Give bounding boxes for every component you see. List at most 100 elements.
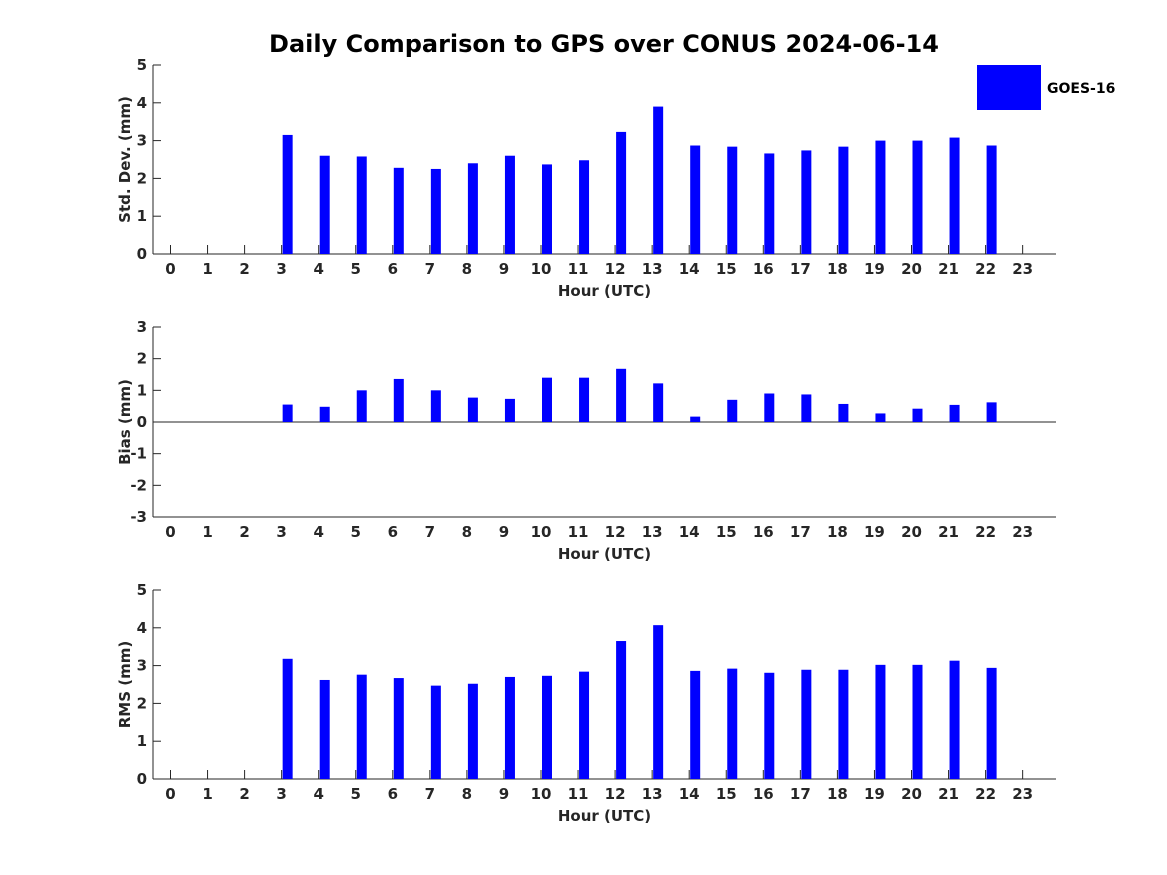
bar [875,413,886,422]
bar [801,394,812,422]
x-tick-label: 14 [679,260,700,278]
y-tick-label: 3 [137,132,147,150]
x-tick-label: 1 [202,523,212,541]
x-tick-label: 23 [1012,260,1033,278]
bar [764,393,775,422]
bar [949,660,960,779]
x-tick-label: 3 [276,785,286,803]
x-tick-label: 17 [790,785,811,803]
bar [319,679,330,779]
bar [282,658,293,779]
x-tick-label: 18 [827,260,848,278]
y-tick-label: 3 [137,657,147,675]
x-tick-label: 21 [938,260,959,278]
y-tick-label: 4 [137,94,147,112]
x-tick-label: 22 [975,785,996,803]
x-tick-label: 18 [827,523,848,541]
bar [282,134,293,254]
x-tick-label: 20 [901,785,922,803]
x-tick-label: 15 [716,260,737,278]
x-tick-label: 5 [351,785,361,803]
bar [616,131,627,254]
x-axis-label: Hour (UTC) [558,807,651,825]
x-tick-label: 10 [531,260,552,278]
bar [430,390,441,422]
bar [690,670,701,779]
x-tick-label: 15 [716,785,737,803]
bar [801,150,812,254]
x-tick-label: 14 [679,785,700,803]
bar [912,408,923,422]
bar [356,390,367,422]
x-tick-label: 6 [388,785,398,803]
x-tick-label: 12 [605,260,626,278]
bar [727,668,738,779]
x-tick-label: 18 [827,785,848,803]
x-tick-label: 5 [351,260,361,278]
legend: GOES-16 [977,65,1115,110]
bar [727,146,738,254]
x-tick-label: 21 [938,785,959,803]
x-tick-label: 4 [313,785,323,803]
y-tick-label: 0 [137,770,147,788]
x-tick-label: 10 [531,523,552,541]
x-tick-label: 7 [425,785,435,803]
y-tick-label: 5 [137,581,147,599]
bar [504,155,515,254]
x-tick-label: 8 [462,260,472,278]
x-tick-label: 19 [864,523,885,541]
x-tick-label: 15 [716,523,737,541]
bar [653,106,664,254]
x-tick-label: 9 [499,785,509,803]
x-tick-label: 1 [202,785,212,803]
x-tick-label: 11 [568,260,589,278]
y-tick-label: 2 [137,169,147,187]
x-tick-label: 8 [462,785,472,803]
x-tick-label: 11 [568,523,589,541]
bar [764,672,775,779]
bar [542,164,552,254]
y-tick-label: 1 [137,381,147,399]
x-tick-label: 3 [276,260,286,278]
y-axis-label: RMS (mm) [116,641,134,728]
bar [986,402,997,422]
x-tick-label: 5 [351,523,361,541]
x-tick-label: 0 [165,260,175,278]
bar [838,146,849,254]
x-tick-label: 19 [864,260,885,278]
x-axis-label: Hour (UTC) [558,545,651,563]
bar [393,678,404,779]
x-tick-label: 6 [388,260,398,278]
x-tick-label: 17 [790,260,811,278]
bar [875,140,886,254]
y-tick-label: -1 [130,445,147,463]
x-tick-label: 0 [165,785,175,803]
bar [801,669,812,779]
legend-label: GOES-16 [1047,81,1115,97]
x-tick-label: 0 [165,523,175,541]
bar [319,155,330,254]
bar [393,378,404,422]
x-tick-label: 1 [202,260,212,278]
x-tick-label: 6 [388,523,398,541]
x-tick-label: 16 [753,260,774,278]
bar [653,625,664,779]
bar [504,676,515,779]
x-tick-label: 10 [531,785,552,803]
bar [579,377,590,422]
bar [430,168,441,254]
bar [838,403,849,422]
bar [504,398,515,422]
y-tick-label: 0 [137,413,147,431]
bar [542,675,552,779]
y-tick-label: 5 [137,56,147,74]
x-tick-label: 20 [901,523,922,541]
x-tick-label: 3 [276,523,286,541]
y-tick-label: -2 [130,476,147,494]
y-tick-label: 1 [137,732,147,750]
bar [912,140,923,254]
x-tick-label: 16 [753,785,774,803]
